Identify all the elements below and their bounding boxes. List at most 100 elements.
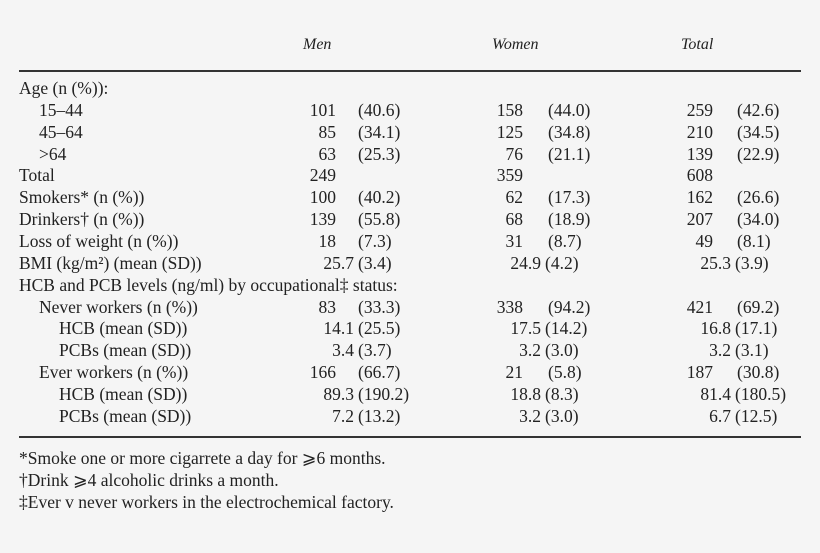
women-paren-value: (94.2) [548, 296, 591, 317]
total-value: 49 [695, 230, 714, 251]
women-value: 3.2 [519, 405, 541, 426]
row-label: HCB (mean (SD)) [59, 318, 188, 339]
women-value: 18.8 [510, 383, 541, 404]
men-value: 7.2 [332, 405, 354, 426]
women-value: 17.5 [510, 318, 541, 339]
men-paren-value: (190.2) [358, 383, 410, 404]
men-value: 139 [309, 209, 336, 230]
total-value: 210 [686, 121, 713, 142]
row-label: 15–44 [39, 99, 83, 120]
bottom-rule [19, 436, 801, 438]
women-paren-value: (21.1) [548, 143, 591, 164]
row-label: Loss of weight (n (%)) [19, 230, 179, 251]
table-row: BMI (kg/m²) (mean (SD)) 25.7 (3.4) 24.9 (4.2… [0, 252, 820, 274]
women-paren-value: (3.0) [545, 405, 579, 426]
men-paren-value: (33.3) [358, 296, 401, 317]
men-paren-value: (55.8) [358, 209, 401, 230]
men-paren-value: (66.7) [358, 362, 401, 383]
women-paren-value: (4.2) [545, 252, 579, 273]
footnotes: *Smoke one or more cigarrete a day for ⩾… [19, 447, 394, 513]
men-value: 25.7 [323, 252, 354, 273]
men-value: 63 [318, 143, 337, 164]
footnote-workers: ‡Ever v never workers in the electrochem… [19, 492, 394, 512]
table-row: Ever workers (n (%)) 166 (66.7) 21 (5.8) 187 (… [0, 361, 820, 383]
total-value: 139 [686, 143, 713, 164]
women-value: 125 [496, 121, 523, 142]
men-value: 3.4 [332, 340, 354, 361]
women-paren-value: (5.8) [548, 362, 582, 383]
women-value: 62 [505, 187, 524, 208]
row-label: 45–64 [39, 121, 83, 142]
men-paren-value: (25.3) [358, 143, 401, 164]
men-value: 83 [318, 296, 337, 317]
column-header-total: Total [681, 36, 714, 53]
men-value: 101 [309, 99, 336, 120]
men-value: 14.1 [323, 318, 354, 339]
men-paren-value: (3.7) [358, 340, 392, 361]
total-value: 16.8 [700, 318, 731, 339]
men-paren-value: (40.2) [358, 187, 401, 208]
table-row: Age (n (%)): [0, 77, 820, 99]
table-row: 45–64 85 (34.1) 125 (34.8) 210 (34.5) [0, 121, 820, 143]
men-paren-value: (40.6) [358, 99, 401, 120]
row-label: Age (n (%)): [19, 78, 109, 98]
table-row: Never workers (n (%)) 83 (33.3) 338 (94.2) 42… [0, 296, 820, 318]
table-row: Total 249 359 608 [0, 164, 820, 186]
women-paren-value: (18.9) [548, 209, 591, 230]
men-value: 89.3 [323, 383, 354, 404]
row-label: Never workers (n (%)) [39, 296, 198, 317]
total-paren-value: (12.5) [735, 405, 778, 426]
total-value: 162 [686, 187, 713, 208]
men-value: 85 [318, 121, 337, 142]
row-label: Total [19, 165, 55, 186]
total-paren-value: (3.1) [735, 340, 769, 361]
total-paren-value: (3.9) [735, 252, 769, 273]
table-row: HCB (mean (SD)) 14.1 (25.5) 17.5 (14.2) 16.8(… [0, 317, 820, 339]
row-label: Drinkers† (n (%)) [19, 209, 145, 230]
total-paren-value: (17.1) [735, 318, 778, 339]
total-value: 608 [686, 165, 713, 186]
total-paren-value: (34.0) [737, 209, 780, 230]
total-paren-value: (42.6) [737, 99, 780, 120]
women-value: 24.9 [510, 252, 541, 273]
total-paren-value: (8.1) [737, 230, 771, 251]
row-label: HCB and PCB levels (ng/ml) by occupation… [19, 274, 398, 295]
total-paren-value: (180.5) [735, 383, 787, 404]
women-paren-value: (44.0) [548, 99, 591, 120]
total-paren-value: (69.2) [737, 296, 780, 317]
total-value: 421 [686, 296, 713, 317]
total-paren-value: (30.8) [737, 362, 780, 383]
total-value: 25.3 [700, 252, 731, 273]
footnote-smokers: *Smoke one or more cigarrete a day for ⩾… [19, 448, 386, 468]
column-header-men: Men [303, 36, 332, 53]
women-value: 338 [496, 296, 523, 317]
table-row: HCB and PCB levels (ng/ml) by occupation… [0, 274, 820, 296]
row-label: >64 [39, 143, 67, 164]
table-row: >64 63 (25.3) 76 (21.1) 139 (22.9) [0, 143, 820, 165]
women-paren-value: (8.3) [545, 383, 579, 404]
table-row: PCBs (mean (SD)) 3.4 (3.7) 3.2 (3.0) 3.2 (3.1) [0, 339, 820, 361]
women-value: 3.2 [519, 340, 541, 361]
women-paren-value: (14.2) [545, 318, 588, 339]
row-label: Smokers* (n (%)) [19, 187, 145, 208]
women-value: 76 [505, 143, 524, 164]
total-value: 3.2 [709, 340, 731, 361]
footnote-drinkers: †Drink ⩾4 alcoholic drinks a month. [19, 470, 279, 490]
women-paren-value: (17.3) [548, 187, 591, 208]
total-value: 187 [686, 362, 713, 383]
women-value: 68 [505, 209, 524, 230]
table-row: 15–44 101 (40.6) 158 (44.0) 259 (42.6) [0, 99, 820, 121]
men-value: 249 [309, 165, 336, 186]
men-paren-value: (7.3) [358, 230, 392, 251]
row-label: Ever workers (n (%)) [39, 362, 189, 383]
men-paren-value: (3.4) [358, 252, 392, 273]
total-value: 81.4 [700, 383, 731, 404]
total-value: 259 [686, 99, 713, 120]
women-value: 359 [496, 165, 523, 186]
men-paren-value: (34.1) [358, 121, 401, 142]
women-paren-value: (34.8) [548, 121, 591, 142]
women-value: 31 [505, 230, 524, 251]
table-row: Loss of weight (n (%)) 18 (7.3) 31 (8.7) 49 (8… [0, 230, 820, 252]
women-paren-value: (8.7) [548, 230, 582, 251]
total-paren-value: (34.5) [737, 121, 780, 142]
